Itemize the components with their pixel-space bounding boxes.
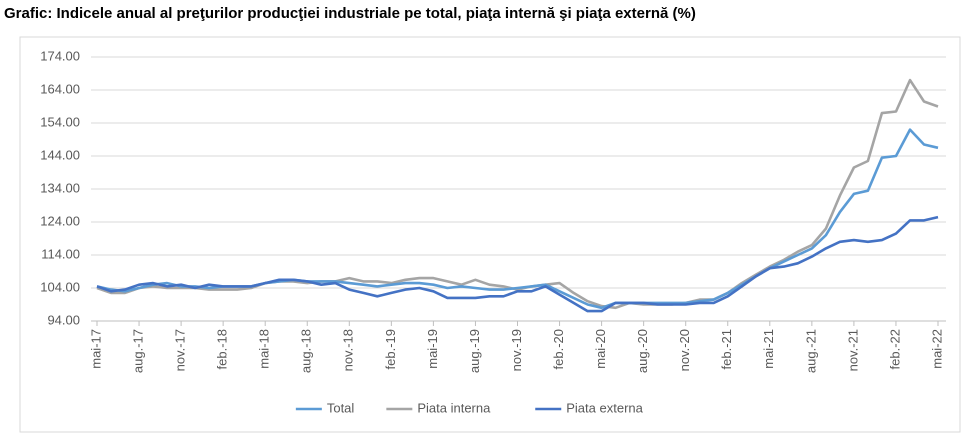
y-tick-label: 124.00 [40, 213, 80, 228]
x-tick-label: feb.-22 [887, 329, 902, 369]
y-tick-label: 114.00 [41, 246, 80, 261]
y-tick-label: 134.00 [40, 180, 80, 195]
x-tick-label: feb.-18 [215, 329, 230, 369]
y-tick-label: 164.00 [40, 81, 80, 96]
x-tick-label: feb.-20 [551, 329, 566, 369]
x-tick-label: mai-22 [929, 329, 944, 369]
x-tick-label: aug.-21 [803, 329, 818, 373]
x-tick-label: nov.-17 [173, 329, 188, 371]
legend-label: Total [327, 400, 355, 415]
x-tick-label: mai-21 [761, 329, 776, 369]
legend-label: Piata interna [417, 400, 491, 415]
x-tick-label: mai-20 [593, 329, 608, 369]
x-tick-label: mai-17 [88, 329, 103, 369]
x-tick-label: aug.-17 [130, 329, 145, 373]
series-line [96, 78, 939, 310]
x-tick-label: nov.-21 [845, 329, 860, 371]
x-tick-label: aug.-19 [467, 329, 482, 373]
chart-frame [19, 36, 961, 433]
x-tick-label: nov.-20 [677, 329, 692, 371]
y-tick-label: 104.00 [40, 279, 80, 294]
y-tick-label: 144.00 [40, 147, 80, 162]
legend-label: Piata externa [566, 400, 643, 415]
y-tick-label: 154.00 [40, 114, 80, 129]
x-tick-label: mai-19 [425, 329, 440, 369]
y-tick-label: 174.00 [40, 48, 80, 63]
x-tick-label: aug.-20 [635, 329, 650, 373]
x-tick-label: nov.-18 [341, 329, 356, 371]
chart-title: Grafic: Indicele anual al preţurilor pro… [4, 5, 696, 22]
x-tick-label: nov.-19 [509, 329, 524, 371]
x-tick-label: feb.-19 [383, 329, 398, 369]
y-tick-label: 94.00 [47, 312, 80, 327]
x-tick-label: mai-18 [257, 329, 272, 369]
x-tick-label: feb.-21 [719, 329, 734, 369]
series-line [96, 215, 939, 313]
x-tick-label: aug.-18 [299, 329, 314, 373]
